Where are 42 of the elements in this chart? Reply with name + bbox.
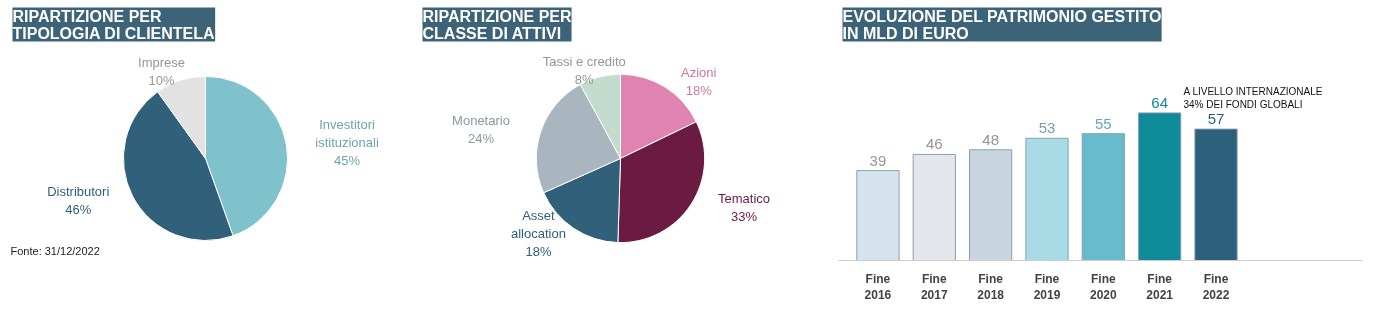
data-label: 48 bbox=[982, 130, 999, 148]
x-tick-label: Fine 2020 bbox=[1089, 271, 1117, 303]
data-label: 18% bbox=[685, 82, 713, 98]
bar bbox=[1081, 133, 1125, 261]
bar bbox=[912, 153, 956, 261]
slice-label: Investitori istituzionali bbox=[315, 117, 379, 151]
slice-label: Imprese bbox=[138, 55, 186, 71]
bar bbox=[856, 170, 900, 261]
data-label: 55 bbox=[1094, 114, 1112, 132]
data-label: 46% bbox=[65, 202, 92, 218]
data-label: 10% bbox=[148, 73, 175, 89]
slice-label: Monetario bbox=[452, 112, 510, 128]
slice-label: Tematico bbox=[718, 191, 771, 207]
data-label: 24% bbox=[467, 130, 495, 146]
bar bbox=[1138, 112, 1182, 261]
chart-title: EVOLUZIONE DEL PATRIMONIO GESTITO IN MLD DI EURO bbox=[842, 7, 1162, 42]
text: A LIVELLO INTERNAZIONALE 34% DEI FONDI GLOBALI bbox=[1183, 86, 1323, 111]
data-label: 57 bbox=[1207, 110, 1225, 128]
data-label: 64 bbox=[1151, 93, 1169, 111]
data-label: 18% bbox=[525, 244, 552, 260]
slice-label: Distributori bbox=[47, 184, 110, 200]
bar bbox=[969, 149, 1013, 261]
data-label: 46 bbox=[925, 135, 943, 153]
x-tick-label: Fine 2019 bbox=[1033, 271, 1061, 303]
source-note: Fonte: 31/12/2022 bbox=[10, 244, 100, 257]
slice-label: Azioni bbox=[681, 64, 717, 80]
bar bbox=[1194, 128, 1238, 261]
chart-title: RIPARTIZIONE PER TIPOLOGIA DI CLIENTELA bbox=[12, 7, 216, 42]
x-tick-label: Fine 2021 bbox=[1146, 271, 1174, 303]
slice-label: Asset allocation bbox=[510, 208, 566, 242]
x-tick-label: Fine 2017 bbox=[920, 271, 948, 303]
bar bbox=[1025, 137, 1069, 261]
chart-title: RIPARTIZIONE PER CLASSE DI ATTIVI bbox=[422, 7, 572, 42]
x-tick-label: Fine 2016 bbox=[864, 271, 892, 303]
slice-label: Tassi e credito bbox=[542, 53, 626, 69]
data-label: 45% bbox=[334, 153, 361, 169]
data-label: 53 bbox=[1038, 119, 1056, 137]
x-tick-label: Fine 2018 bbox=[977, 271, 1005, 303]
x-tick-label: Fine 2022 bbox=[1202, 271, 1230, 303]
data-label: 39 bbox=[869, 151, 887, 169]
data-label: 8% bbox=[574, 71, 595, 87]
data-label: 33% bbox=[731, 209, 758, 225]
